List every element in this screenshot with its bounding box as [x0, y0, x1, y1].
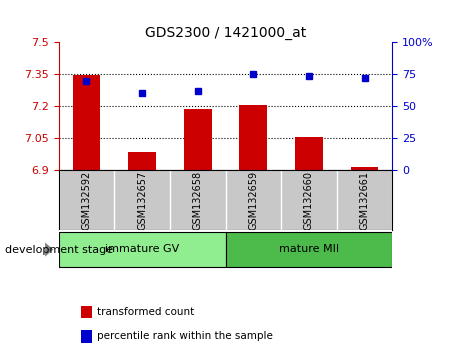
Text: transformed count: transformed count	[97, 307, 194, 316]
Title: GDS2300 / 1421000_at: GDS2300 / 1421000_at	[145, 26, 306, 40]
Text: GSM132660: GSM132660	[304, 171, 314, 229]
Bar	[239, 105, 267, 170]
Text: GSM132657: GSM132657	[137, 170, 147, 230]
Text: mature MII: mature MII	[279, 244, 339, 254]
Bar	[73, 75, 100, 170]
Text: development stage: development stage	[5, 245, 113, 255]
Bar	[351, 167, 378, 170]
Text: GSM132658: GSM132658	[193, 170, 202, 230]
Text: percentile rank within the sample: percentile rank within the sample	[97, 331, 273, 341]
Bar	[59, 232, 226, 267]
Bar	[128, 152, 156, 170]
Text: GSM132661: GSM132661	[359, 171, 369, 229]
Text: GSM132592: GSM132592	[82, 170, 92, 230]
Bar	[295, 137, 323, 170]
Text: immature GV: immature GV	[105, 244, 179, 254]
Text: GSM132659: GSM132659	[249, 170, 258, 230]
Bar	[184, 109, 212, 170]
Bar	[226, 232, 392, 267]
